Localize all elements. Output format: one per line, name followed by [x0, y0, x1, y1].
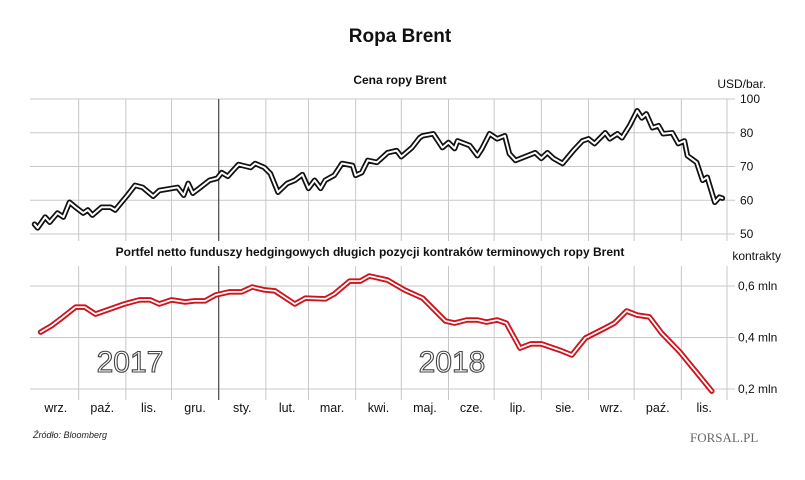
series-lines	[31, 108, 726, 394]
month-label: kwi.	[368, 401, 390, 415]
month-label: sie.	[555, 401, 574, 415]
month-label: paź.	[646, 401, 670, 415]
source-note: Źródło: Bloomberg	[32, 430, 107, 440]
positions-tick-label: 0,6 mln	[738, 279, 777, 293]
positions-line	[39, 275, 713, 392]
month-label: maj.	[413, 401, 437, 415]
price-chart-title: Cena ropy Brent	[353, 73, 446, 87]
y-ticks: 50 60 70 80 100 0,2 mln 0,4 mln 0,6 mln	[738, 92, 777, 396]
price-tick-label: 70	[740, 160, 754, 174]
chart-title: Ropa Brent	[349, 26, 452, 47]
positions-chart-title: Portfel netto funduszy hedgingowych dług…	[116, 245, 625, 259]
logo-text: FORSAL.PL	[690, 430, 758, 445]
price-tick-label: 50	[740, 227, 754, 241]
month-label: lis.	[697, 401, 712, 415]
price-tick-label: 80	[740, 126, 754, 140]
positions-axis-unit: kontrakty	[732, 249, 781, 263]
month-label: wrz.	[599, 401, 623, 415]
forsal-logo: FORSAL.PL	[690, 430, 758, 445]
year-label-2018: 2018	[419, 346, 486, 379]
price-line-outline	[31, 108, 726, 231]
month-label: gru.	[184, 401, 206, 415]
positions-tick-label: 0,4 mln	[738, 331, 777, 345]
month-label: lut.	[279, 401, 296, 415]
price-axis-unit: USD/bar.	[717, 77, 766, 91]
price-line	[33, 109, 724, 229]
year-label-2017: 2017	[97, 346, 164, 379]
month-label: paź.	[90, 401, 114, 415]
month-label: sty.	[233, 401, 252, 415]
month-label: lis.	[141, 401, 156, 415]
price-tick-label: 60	[740, 193, 754, 207]
month-label: lip.	[510, 401, 526, 415]
month-label: wrz.	[43, 401, 67, 415]
grid	[30, 98, 735, 400]
positions-tick-label: 0,2 mln	[738, 382, 777, 396]
x-month-labels: wrz. paź. lis. gru. sty. lut. mar. kwi. maj. cze.…	[43, 401, 711, 415]
price-tick-label: 100	[740, 92, 760, 106]
month-label: cze.	[460, 401, 483, 415]
month-label: mar.	[320, 401, 344, 415]
